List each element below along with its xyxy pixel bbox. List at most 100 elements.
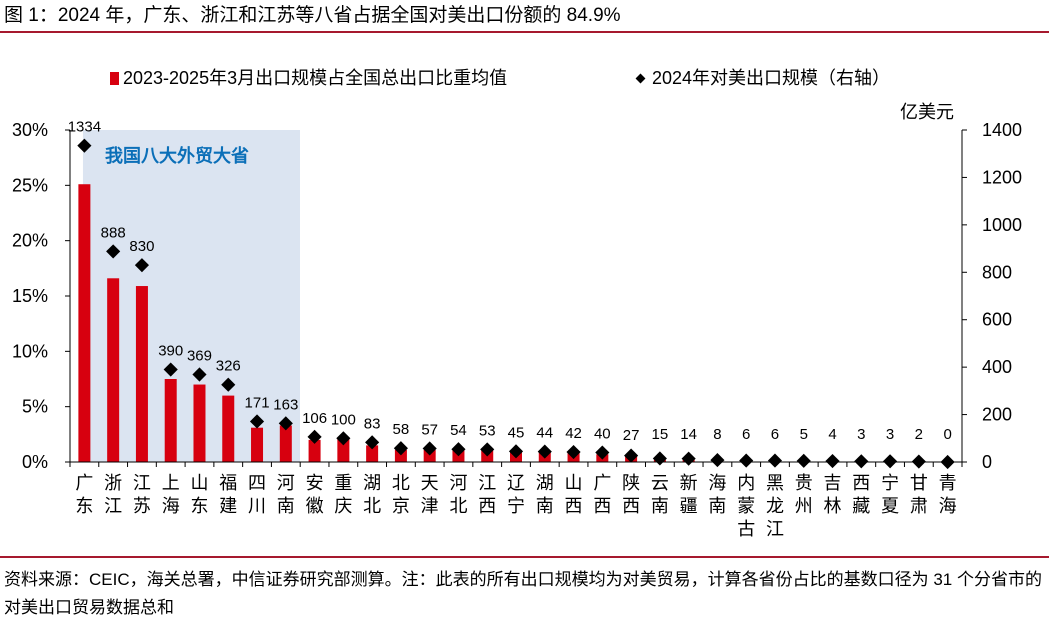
category-label-安徽: 安 bbox=[306, 473, 324, 493]
diamond-重庆 bbox=[336, 431, 351, 446]
category-label-青海: 青 bbox=[939, 473, 957, 493]
category-label-内蒙古: 内 bbox=[737, 473, 755, 493]
category-label-浙江: 江 bbox=[104, 496, 122, 516]
left-tick-label: 5% bbox=[22, 397, 48, 417]
category-label-福建: 福 bbox=[219, 473, 237, 493]
diamond-海南 bbox=[710, 453, 725, 468]
source-divider bbox=[0, 556, 1049, 558]
data-label-河南: 163 bbox=[273, 396, 298, 413]
category-label-海南: 海 bbox=[708, 473, 726, 493]
data-label-上海: 390 bbox=[158, 343, 183, 360]
diamond-贵州 bbox=[796, 453, 811, 468]
bar-山东 bbox=[193, 384, 206, 462]
data-label-广西: 40 bbox=[594, 426, 611, 443]
category-label-内蒙古: 蒙 bbox=[737, 496, 755, 516]
data-label-福建: 326 bbox=[216, 358, 241, 375]
category-label-湖北: 北 bbox=[363, 496, 381, 516]
category-label-福建: 建 bbox=[219, 496, 237, 516]
category-label-西藏: 西 bbox=[852, 473, 870, 493]
data-label-云南: 15 bbox=[652, 426, 669, 443]
bar-广东 bbox=[78, 184, 91, 462]
data-label-安徽: 106 bbox=[302, 410, 327, 427]
category-label-吉林: 吉 bbox=[824, 473, 842, 493]
category-label-新疆: 新 bbox=[680, 473, 698, 493]
diamond-吉林 bbox=[825, 453, 840, 469]
bar-浙江 bbox=[107, 278, 120, 462]
right-tick-label: 1400 bbox=[982, 120, 1022, 140]
diamond-宁夏 bbox=[882, 454, 898, 469]
data-label-西藏: 3 bbox=[857, 426, 865, 443]
bar-湖北 bbox=[366, 445, 379, 462]
category-label-云南: 云 bbox=[651, 473, 669, 493]
data-label-广东: 1334 bbox=[68, 119, 101, 136]
legend-item-us-exports: 2024年对美出口规模（右轴） bbox=[635, 66, 891, 90]
diamond-内蒙古 bbox=[739, 453, 754, 468]
data-label-贵州: 5 bbox=[800, 426, 808, 443]
diamond-山东 bbox=[192, 367, 207, 382]
bar-重庆 bbox=[337, 438, 350, 462]
category-label-重庆: 庆 bbox=[334, 496, 352, 516]
category-label-浙江: 浙 bbox=[104, 473, 122, 493]
diamond-福建 bbox=[221, 377, 236, 392]
diamond-江西 bbox=[480, 442, 495, 457]
legend-diamond-label: 2024年对美出口规模（右轴） bbox=[652, 68, 891, 88]
diamond-河南 bbox=[278, 416, 293, 431]
left-tick-label: 30% bbox=[12, 120, 48, 140]
diamond-西藏 bbox=[854, 454, 869, 469]
category-label-吉林: 林 bbox=[824, 496, 842, 516]
bar-北京 bbox=[394, 449, 407, 462]
data-label-甘肃: 2 bbox=[915, 426, 923, 443]
category-label-上海: 海 bbox=[162, 496, 180, 516]
right-tick-label: 400 bbox=[982, 357, 1012, 377]
category-label-山东: 东 bbox=[190, 496, 208, 516]
bar-福建 bbox=[222, 395, 235, 462]
chart-plot: 我国八大外贸大省0%5%10%15%20%25%30%0200400600800… bbox=[12, 102, 1022, 539]
data-label-吉林: 4 bbox=[828, 426, 836, 443]
category-label-甘肃: 肃 bbox=[910, 496, 928, 516]
data-label-湖南: 44 bbox=[536, 425, 553, 442]
source-note: 资料来源：CEIC，海关总署，中信证券研究部测算。注：此表的所有出口规模均为对美… bbox=[4, 570, 1042, 617]
data-label-四川: 171 bbox=[245, 394, 270, 411]
diamond-云南 bbox=[652, 451, 667, 466]
category-label-广东: 广 bbox=[75, 473, 93, 493]
data-label-陕西: 27 bbox=[623, 427, 640, 444]
category-label-贵州: 贵 bbox=[795, 473, 813, 493]
category-label-陕西: 西 bbox=[622, 496, 640, 516]
category-label-陕西: 陕 bbox=[622, 473, 640, 493]
category-label-河北: 北 bbox=[449, 496, 467, 516]
bar-安徽 bbox=[308, 439, 321, 462]
data-label-河北: 54 bbox=[450, 422, 467, 439]
right-tick-label: 600 bbox=[982, 310, 1012, 330]
left-tick-label: 10% bbox=[12, 341, 48, 361]
category-label-黑龙江: 黑 bbox=[766, 473, 784, 493]
diamond-新疆 bbox=[681, 451, 696, 466]
diamond-广西 bbox=[595, 445, 610, 460]
bar-天津 bbox=[423, 449, 436, 462]
data-label-辽宁: 45 bbox=[508, 424, 525, 441]
category-label-天津: 天 bbox=[421, 473, 439, 493]
data-label-江苏: 830 bbox=[129, 238, 154, 255]
left-tick-label: 20% bbox=[12, 231, 48, 251]
category-label-内蒙古: 古 bbox=[737, 519, 755, 539]
data-label-湖北: 83 bbox=[364, 415, 381, 432]
diamond-河北 bbox=[451, 442, 466, 457]
category-label-山西: 山 bbox=[565, 473, 583, 493]
category-label-山东: 山 bbox=[190, 473, 208, 493]
bar-四川 bbox=[251, 427, 264, 462]
category-label-辽宁: 辽 bbox=[507, 473, 525, 493]
category-label-河南: 南 bbox=[277, 496, 295, 516]
data-label-山西: 42 bbox=[565, 425, 582, 442]
diamond-四川 bbox=[249, 414, 265, 429]
left-tick-label: 25% bbox=[12, 175, 48, 195]
diamond-上海 bbox=[163, 362, 178, 377]
category-label-云南: 南 bbox=[651, 496, 669, 516]
diamond-湖南 bbox=[537, 444, 552, 459]
diamond-陕西 bbox=[624, 448, 639, 463]
data-label-青海: 0 bbox=[943, 426, 951, 443]
category-label-广西: 广 bbox=[593, 473, 611, 493]
diamond-甘肃 bbox=[911, 454, 926, 469]
right-tick-label: 0 bbox=[982, 452, 992, 472]
category-label-新疆: 疆 bbox=[680, 496, 698, 516]
data-label-海南: 8 bbox=[713, 426, 721, 443]
category-label-黑龙江: 龙 bbox=[766, 496, 784, 516]
